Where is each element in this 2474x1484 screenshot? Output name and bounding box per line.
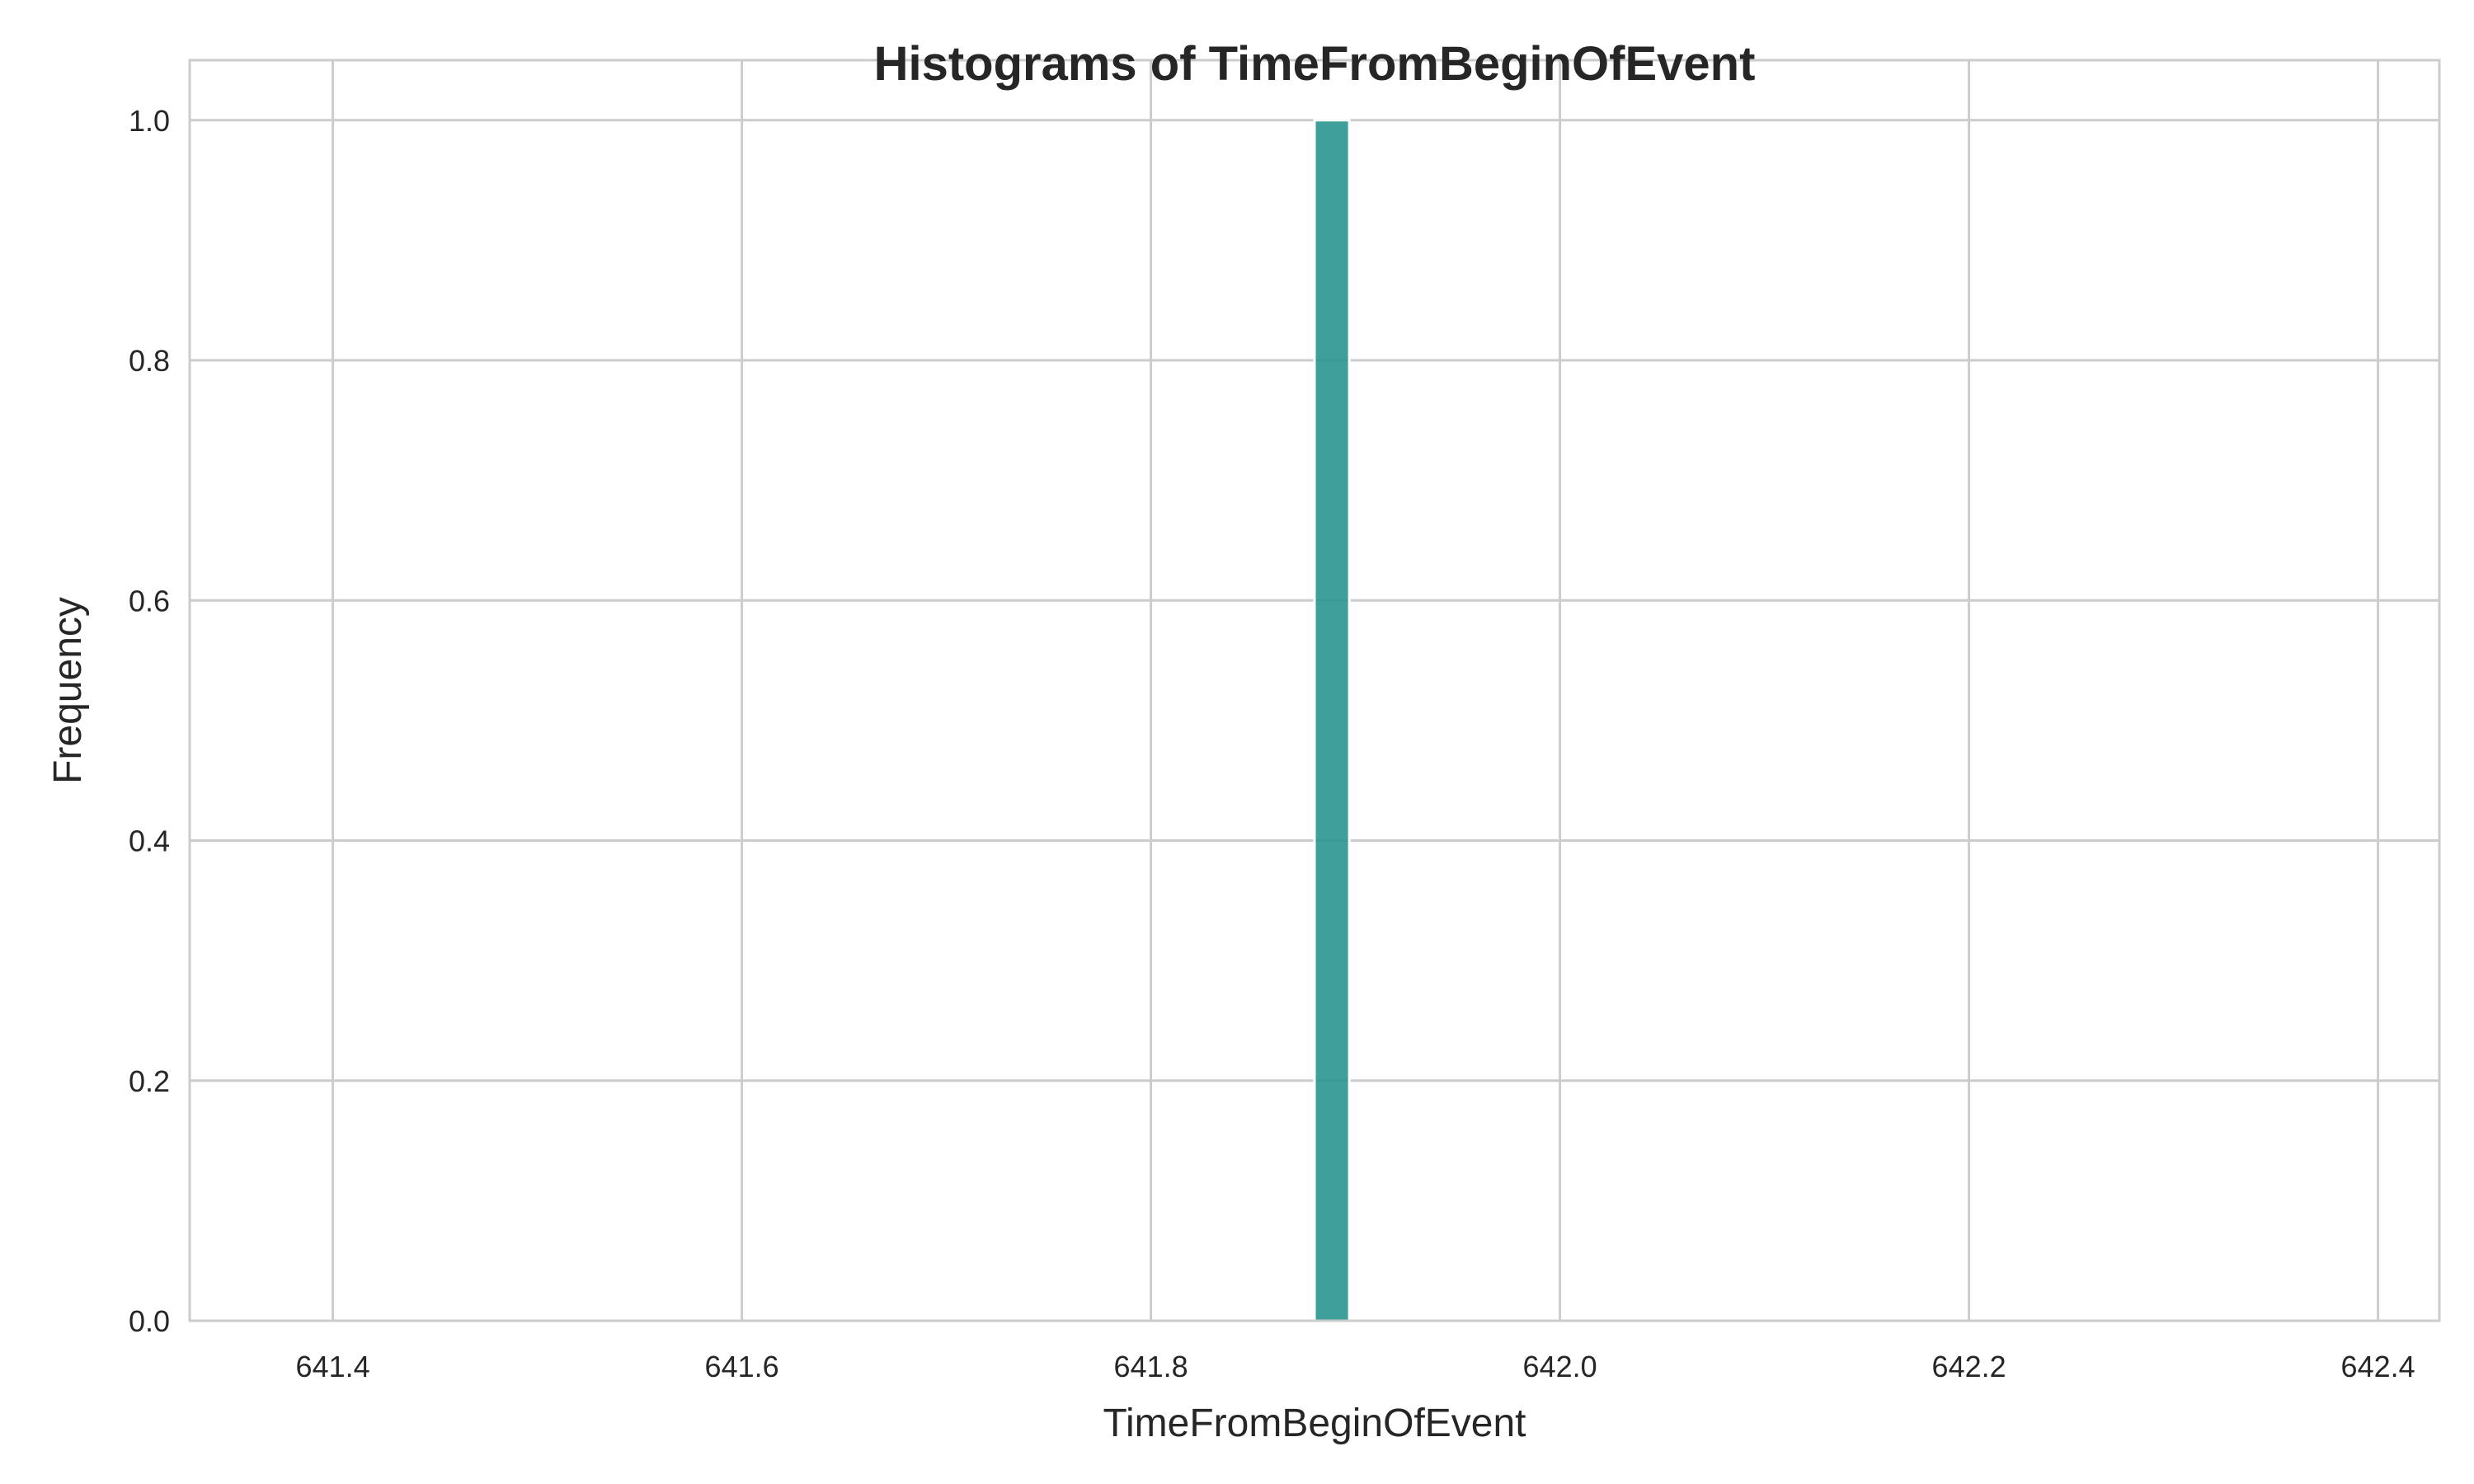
x-tick-label: 641.8 (1114, 1350, 1188, 1383)
chart-title: Histograms of TimeFromBeginOfEvent (874, 37, 1756, 91)
y-axis-label: Frequency (46, 597, 90, 784)
y-tick-label: 0.4 (129, 824, 170, 858)
y-tick-label: 0.2 (129, 1064, 170, 1098)
x-tick-label: 641.6 (705, 1350, 779, 1383)
y-tick-label: 1.0 (129, 104, 170, 138)
x-tick-label: 641.4 (296, 1350, 370, 1383)
y-tick-label: 0.8 (129, 344, 170, 378)
x-tick-label: 642.0 (1523, 1350, 1597, 1383)
x-tick-label: 642.2 (1932, 1350, 2006, 1383)
histogram-bars (1313, 119, 1351, 1322)
x-tick-label: 642.4 (2341, 1350, 2415, 1383)
histogram-bar (1313, 119, 1351, 1322)
x-axis-label: TimeFromBeginOfEvent (1103, 1402, 1526, 1445)
x-tick-labels: 641.4 641.6 641.8 642.0 642.2 642.4 (296, 1350, 2415, 1383)
plot-frame (188, 59, 2441, 1322)
y-tick-label: 0.0 (129, 1304, 170, 1338)
y-tick-label: 0.6 (129, 584, 170, 618)
y-tick-labels: 0.0 0.2 0.4 0.6 0.8 1.0 (129, 104, 170, 1338)
